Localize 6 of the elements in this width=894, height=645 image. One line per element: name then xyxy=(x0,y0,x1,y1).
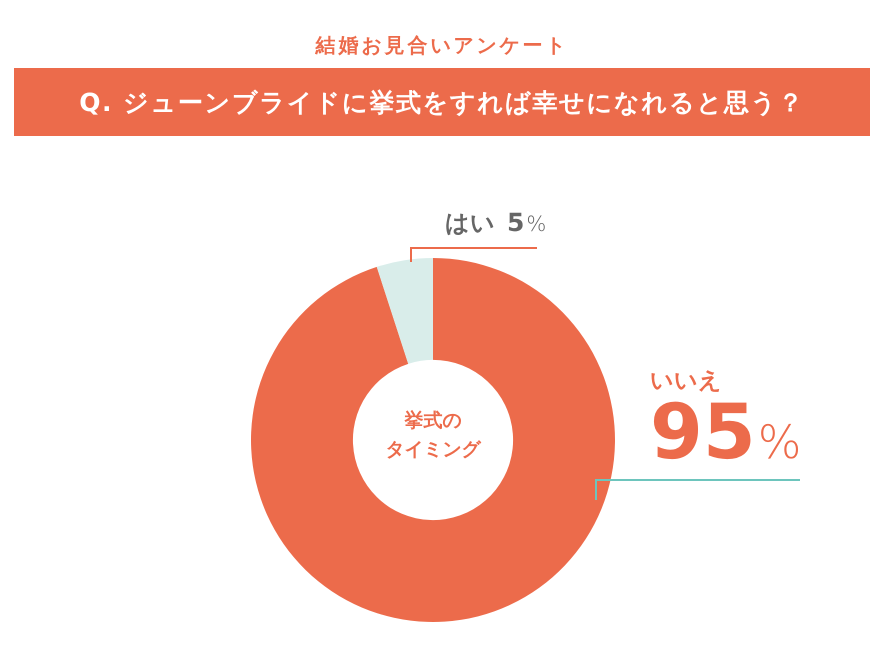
text: 挙式の xyxy=(404,409,462,432)
data-label: 5% xyxy=(507,208,546,237)
chart-subtitle: 結婚お見合いアンケート xyxy=(314,32,570,59)
chart-title: Q. ジューンブライドに挙式をすれば幸せになれると思う？ xyxy=(79,86,805,118)
text: タイミング xyxy=(386,438,482,460)
slice-label: はい xyxy=(445,209,495,237)
